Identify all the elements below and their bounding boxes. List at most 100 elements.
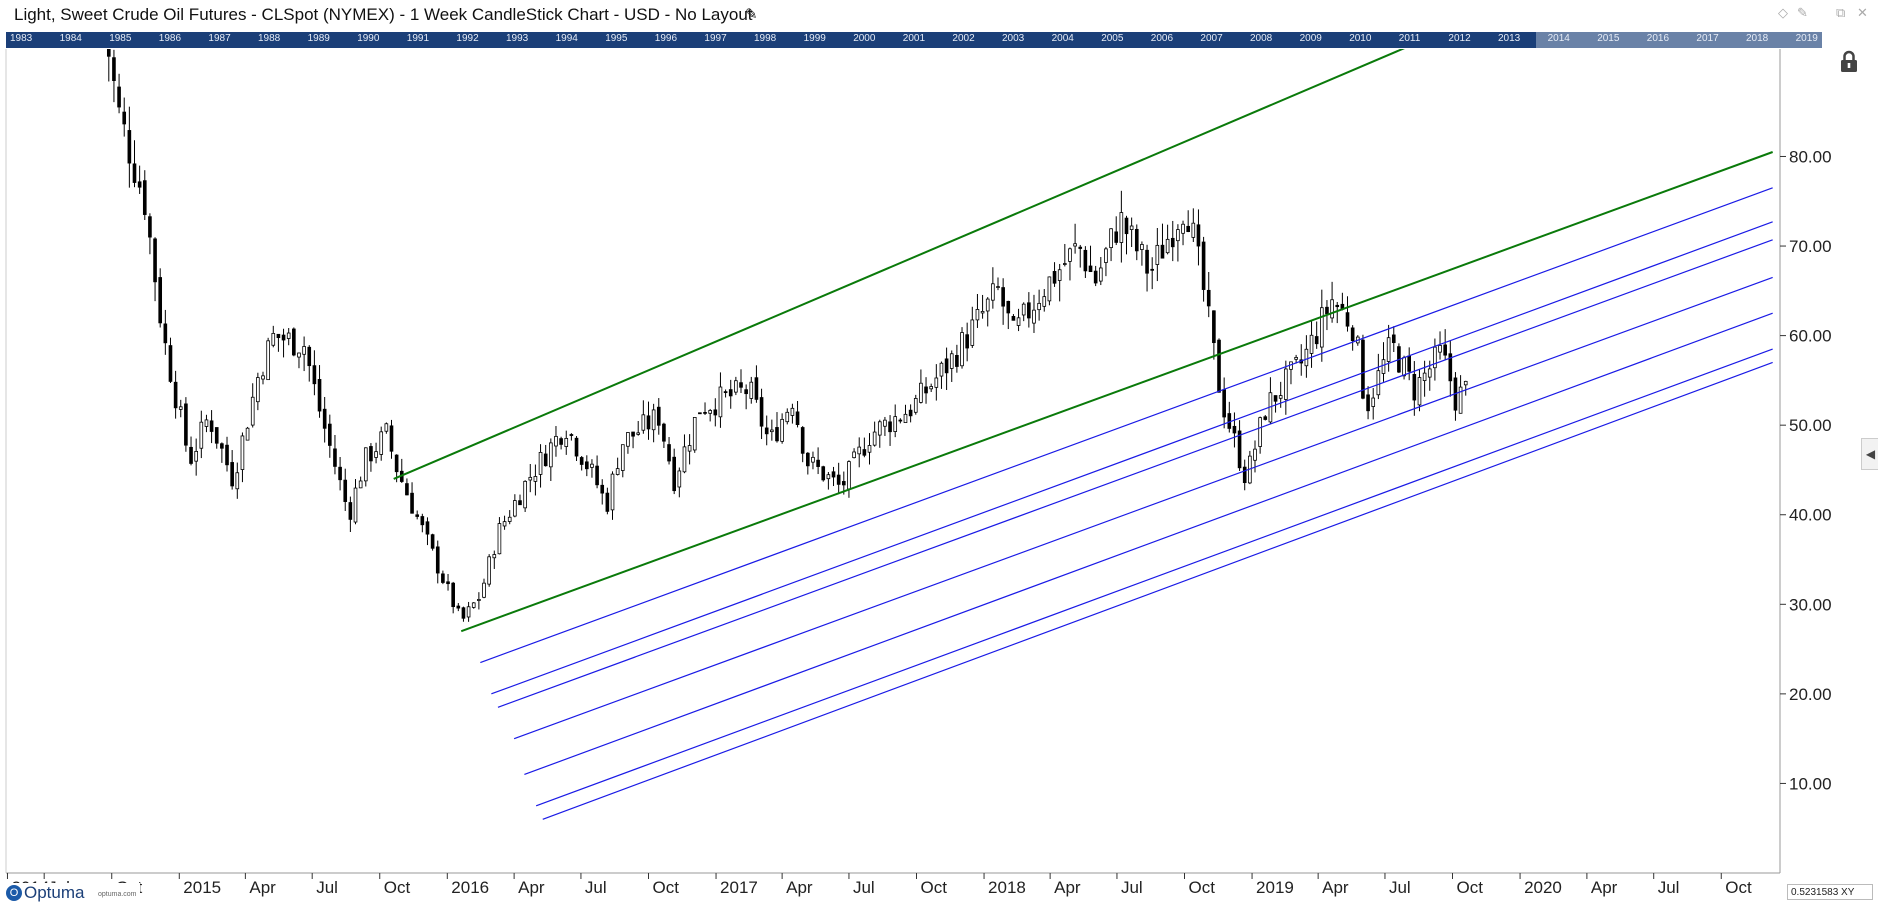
candle-down bbox=[214, 427, 219, 444]
candle-up bbox=[533, 476, 538, 482]
navigator-year: 2007 bbox=[1200, 33, 1223, 44]
x-tick-label: Jul bbox=[316, 878, 338, 897]
candle-down bbox=[184, 403, 188, 446]
candle-up bbox=[379, 431, 384, 455]
candle-up bbox=[1309, 334, 1314, 354]
candle-down bbox=[584, 461, 589, 470]
candle-up bbox=[204, 419, 209, 427]
x-tick-label: Jul bbox=[853, 878, 875, 897]
x-tick-label: Apr bbox=[249, 878, 276, 897]
x-tick-label: Oct bbox=[384, 878, 411, 897]
candle-up bbox=[996, 286, 1000, 288]
candle-up bbox=[626, 432, 630, 447]
candle-down bbox=[1196, 224, 1201, 247]
candle-up bbox=[780, 418, 784, 442]
candle-down bbox=[579, 457, 584, 465]
candle-down bbox=[410, 492, 414, 514]
y-tick-label: 30.00 bbox=[1789, 595, 1832, 614]
diamond-icon[interactable]: ◇ bbox=[1778, 5, 1788, 20]
chevron-left-icon[interactable]: ◀ bbox=[1861, 438, 1878, 470]
candle-down bbox=[713, 409, 718, 416]
candle-up bbox=[677, 470, 682, 488]
candle-down bbox=[435, 546, 440, 574]
restore-icon[interactable]: ⧉ bbox=[1836, 5, 1846, 20]
candle-down bbox=[1206, 289, 1211, 307]
navigator-year: 2013 bbox=[1498, 33, 1521, 44]
fan-line bbox=[542, 361, 1773, 820]
candle-down bbox=[1448, 353, 1453, 382]
candle-up bbox=[1098, 267, 1103, 282]
candle-down bbox=[698, 412, 702, 415]
candle-down bbox=[795, 411, 800, 425]
candle-down bbox=[348, 502, 353, 520]
pencil-icon[interactable]: ✎ bbox=[745, 6, 758, 23]
x-tick-label: Oct bbox=[1189, 878, 1216, 897]
lock-icon[interactable] bbox=[1838, 50, 1860, 74]
candle-up bbox=[1047, 276, 1052, 302]
close-icon[interactable]: ✕ bbox=[1857, 5, 1868, 20]
candle-down bbox=[955, 354, 959, 367]
xy-readout[interactable]: 0.5231583 XY bbox=[1787, 884, 1873, 900]
candle-down bbox=[163, 323, 168, 344]
navigator-year: 2005 bbox=[1101, 33, 1124, 44]
candle-up bbox=[1304, 348, 1309, 367]
x-tick-label: 2018 bbox=[988, 878, 1026, 897]
candle-up bbox=[1140, 244, 1144, 250]
candle-up bbox=[492, 554, 497, 559]
candle-up bbox=[564, 437, 569, 447]
x-tick-label: Jul bbox=[1121, 878, 1143, 897]
candle-up bbox=[919, 382, 923, 403]
candle-down bbox=[1124, 217, 1129, 235]
navigator-window[interactable] bbox=[1536, 32, 1822, 48]
candle-down bbox=[173, 381, 178, 409]
candle-up bbox=[718, 386, 723, 418]
navigator-year: 1989 bbox=[307, 33, 330, 44]
candle-down bbox=[1314, 336, 1319, 345]
fan-line bbox=[497, 239, 1773, 708]
candle-up bbox=[1176, 229, 1180, 242]
candle-up bbox=[636, 432, 641, 435]
candle-down bbox=[1160, 244, 1165, 259]
candle-up bbox=[1294, 357, 1298, 360]
candle-down bbox=[662, 423, 666, 442]
candle-down bbox=[831, 471, 836, 478]
candle-up bbox=[1386, 337, 1391, 362]
candle-up bbox=[590, 463, 594, 468]
candle-up bbox=[692, 417, 697, 451]
candle-down bbox=[292, 328, 296, 356]
timeline-navigator[interactable]: 1983 1984 1985 1986 1987 1988 1989 1990 1991 1992… bbox=[6, 32, 1822, 48]
candle-down bbox=[728, 389, 733, 397]
candle-down bbox=[153, 238, 157, 283]
navigator-year: 2003 bbox=[1002, 33, 1025, 44]
candle-down bbox=[209, 420, 214, 432]
navigator-year: 2014 bbox=[1547, 33, 1570, 44]
navigator-year: 2018 bbox=[1746, 33, 1769, 44]
candle-up bbox=[1104, 248, 1108, 263]
x-tick-label: Jul bbox=[1389, 878, 1411, 897]
x-tick-label: Jul bbox=[1658, 878, 1680, 897]
y-tick-label: 40.00 bbox=[1789, 506, 1832, 525]
title-bar: Light, Sweet Crude Oil Futures - CLSpot … bbox=[0, 0, 1878, 32]
pin-icon[interactable]: ✎ bbox=[1797, 5, 1808, 20]
candle-down bbox=[759, 397, 764, 427]
candle-down bbox=[667, 444, 671, 462]
candle-down bbox=[1443, 344, 1447, 356]
candle-down bbox=[1222, 389, 1226, 418]
candle-down bbox=[703, 411, 707, 414]
candle-down bbox=[1212, 310, 1216, 344]
candle-up bbox=[358, 480, 363, 489]
candle-down bbox=[1325, 306, 1329, 315]
candle-up bbox=[985, 298, 990, 312]
navigator-year: 1984 bbox=[59, 33, 82, 44]
candle-down bbox=[1242, 466, 1247, 484]
candle-up bbox=[883, 419, 887, 427]
x-tick-label: Oct bbox=[1725, 878, 1752, 897]
x-tick-label: 2016 bbox=[451, 878, 489, 897]
logo-mark-icon: O bbox=[6, 885, 22, 901]
candle-up bbox=[1032, 309, 1036, 324]
channel-line bbox=[393, 49, 1405, 480]
candle-down bbox=[1201, 241, 1206, 290]
candle-up bbox=[507, 516, 512, 522]
candle-up bbox=[266, 340, 270, 381]
